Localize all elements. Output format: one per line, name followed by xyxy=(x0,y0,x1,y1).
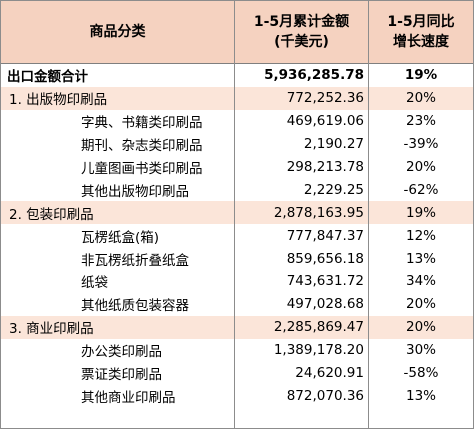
header-amount-line2: (千美元) xyxy=(274,34,329,50)
growth-cell: 23% xyxy=(405,113,436,130)
category-cell: 字典、书籍类印刷品 xyxy=(81,115,203,132)
section-row: 2. 包装印刷品 2,878,163.95 19% xyxy=(1,201,473,225)
table-row: 其他出版物印刷品 2,229.25 -62% xyxy=(1,178,473,201)
table-row: 纸袋 743,631.72 34% xyxy=(1,270,473,293)
amount-cell: 2,229.25 xyxy=(303,181,364,198)
growth-cell: 12% xyxy=(405,227,436,244)
table-body: 出口金额合计 5,936,285.78 19% 1. 出版物印刷品 772,252.36… xyxy=(1,64,473,407)
header-growth: 1-5月同比 增长速度 xyxy=(369,1,473,64)
category-cell: 3. 商业印刷品 xyxy=(9,321,94,338)
column-divider xyxy=(368,1,369,428)
header-amount-line1: 1-5月累计金额 xyxy=(253,14,350,30)
section-row: 1. 出版物印刷品 772,252.36 20% xyxy=(1,86,473,110)
header-category-label: 商品分类 xyxy=(89,24,146,40)
growth-cell: 19% xyxy=(404,67,438,84)
growth-cell: 34% xyxy=(405,273,436,290)
table-row: 非瓦楞纸折叠纸盒 859,656.18 13% xyxy=(1,247,473,270)
amount-cell: 5,936,285.78 xyxy=(264,67,364,84)
growth-cell: 20% xyxy=(405,319,436,336)
amount-cell: 859,656.18 xyxy=(286,250,364,267)
amount-cell: 777,847.37 xyxy=(286,227,364,244)
amount-cell: 872,070.36 xyxy=(286,387,364,404)
growth-cell: 20% xyxy=(405,90,436,107)
amount-cell: 497,028.68 xyxy=(286,296,364,313)
header-growth-line2: 增长速度 xyxy=(393,34,449,50)
category-cell: 办公类印刷品 xyxy=(81,344,162,361)
amount-cell: 298,213.78 xyxy=(286,159,364,175)
table-row: 瓦楞纸盒(箱) 777,847.37 12% xyxy=(1,224,473,247)
growth-cell: 19% xyxy=(405,204,436,221)
table-row: 票证类印刷品 24,620.91 -58% xyxy=(1,362,473,385)
category-cell: 票证类印刷品 xyxy=(81,367,162,384)
growth-cell: 20% xyxy=(405,159,436,175)
header-category: 商品分类 xyxy=(1,1,234,64)
amount-cell: 2,190.27 xyxy=(303,136,364,153)
category-cell: 期刊、杂志类印刷品 xyxy=(81,138,203,155)
category-cell: 其他出版物印刷品 xyxy=(81,183,189,200)
category-cell: 纸袋 xyxy=(81,275,108,292)
header-amount: 1-5月累计金额 (千美元) xyxy=(235,1,368,64)
amount-cell: 2,285,869.47 xyxy=(273,319,364,336)
amount-cell: 2,878,163.95 xyxy=(273,204,364,221)
amount-cell: 24,620.91 xyxy=(295,365,364,382)
table-row: 其他商业印刷品 872,070.36 13% xyxy=(1,384,473,407)
category-cell: 其他商业印刷品 xyxy=(81,389,176,406)
column-divider xyxy=(234,1,235,428)
total-row: 出口金额合计 5,936,285.78 19% xyxy=(1,64,473,87)
growth-cell: 30% xyxy=(405,342,436,359)
category-cell: 1. 出版物印刷品 xyxy=(9,92,108,109)
amount-cell: 743,631.72 xyxy=(286,273,364,290)
growth-cell: 20% xyxy=(405,296,436,313)
table-row: 其他纸质包装容器 497,028.68 20% xyxy=(1,293,473,316)
amount-cell: 772,252.36 xyxy=(286,90,364,107)
category-cell: 儿童图画书类印刷品 xyxy=(81,161,203,177)
table-row: 办公类印刷品 1,389,178.20 30% xyxy=(1,339,473,362)
amount-cell: 469,619.06 xyxy=(286,113,364,130)
table-row: 儿童图画书类印刷品 298,213.78 20% xyxy=(1,156,473,179)
header-growth-line1: 1-5月同比 xyxy=(387,14,455,30)
category-cell: 2. 包装印刷品 xyxy=(9,206,94,223)
growth-cell: 13% xyxy=(405,250,436,267)
table-row: 字典、书籍类印刷品 469,619.06 23% xyxy=(1,110,473,133)
amount-cell: 1,389,178.20 xyxy=(273,342,364,359)
table-row: 期刊、杂志类印刷品 2,190.27 -39% xyxy=(1,133,473,156)
growth-cell: 13% xyxy=(405,387,436,404)
category-cell: 出口金额合计 xyxy=(7,69,88,86)
growth-cell: -58% xyxy=(403,365,439,382)
category-cell: 非瓦楞纸折叠纸盒 xyxy=(81,252,189,269)
growth-cell: -39% xyxy=(403,136,439,153)
category-cell: 瓦楞纸盒(箱) xyxy=(81,229,160,246)
category-cell: 其他纸质包装容器 xyxy=(81,298,189,315)
section-row: 3. 商业印刷品 2,285,869.47 20% xyxy=(1,315,473,339)
growth-cell: -62% xyxy=(403,181,439,198)
